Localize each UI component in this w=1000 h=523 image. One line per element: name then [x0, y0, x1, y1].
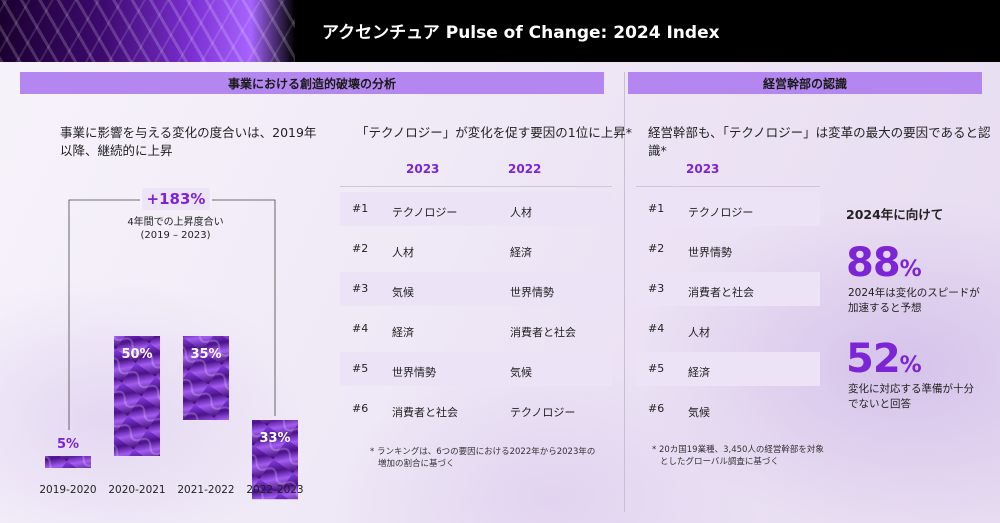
panel3-row: #1 テクノロジー: [636, 192, 820, 226]
rank-2022-item: 消費者と社会: [510, 326, 576, 339]
panel2-footnote: * ランキングは、6つの要因における2022年から2023年の 増加の割合に基づ…: [370, 446, 595, 470]
rank-number: #1: [648, 202, 665, 215]
rank-number: #4: [648, 322, 665, 335]
rank-2022-item: 人材: [510, 206, 532, 219]
panel2-row: #6 消費者と社会 テクノロジー: [340, 392, 612, 426]
section-title-right: 経営幹部の認識: [762, 76, 847, 91]
panel3-row: #3 消費者と社会: [636, 272, 820, 306]
section-title-left: 事業における創造的破壊の分析: [227, 76, 396, 91]
bar-2019-2020: [45, 456, 91, 468]
rank-number: #6: [648, 402, 665, 415]
panel2-col-2022: 2022: [508, 162, 542, 176]
rank-item: 人材: [688, 326, 710, 339]
panel3-subtitle: 経営幹部も、「テクノロジー」は変革の最大の要因であると認識*: [648, 125, 991, 158]
rank-2022-item: 世界情勢: [510, 286, 554, 299]
panel3-row: #5 経済: [636, 352, 820, 386]
panel2-row: #1 テクノロジー 人材: [340, 192, 612, 226]
category-label: 2019-2020: [39, 484, 96, 496]
stat2-unit: %: [899, 353, 922, 378]
bar-value-label: 33%: [259, 431, 290, 446]
stats-heading: 2024年に向けて: [846, 207, 944, 222]
stat2-line1: 変化に対応する準備が十分: [848, 383, 974, 395]
rank-2023-item: 気候: [392, 286, 414, 299]
panel2-footnote-line1: * ランキングは、6つの要因における2022年から2023年の: [370, 447, 596, 457]
rank-number: #4: [352, 322, 369, 335]
rank-2023-item: 世界情勢: [392, 366, 436, 379]
stat1-description: 2024年は変化のスピードが 加速すると予想: [848, 286, 980, 316]
panel3-row: #6 気候: [636, 392, 820, 426]
header-bar: アクセンチュア Pulse of Change: 2024 Index: [0, 0, 1000, 62]
rank-number: #3: [648, 282, 665, 295]
panel3-col-2023: 2023: [686, 162, 720, 176]
panel3-footnote-line1: * 20カ国19業種、3,450人の経営幹部を対象: [652, 445, 824, 455]
stat1-line1: 2024年は変化のスピードが: [848, 287, 980, 299]
stat1-number: 88: [846, 240, 901, 286]
panel2-row: #2 人材 経済: [340, 232, 612, 266]
growth-bracket: [68, 199, 276, 430]
bar-2020-2021: [114, 336, 160, 456]
stat2-value: 52%: [846, 336, 922, 382]
rank-number: #3: [352, 282, 369, 295]
bar-2021-2022: [183, 336, 229, 420]
growth-note-line2: (2019 – 2023): [140, 230, 211, 241]
panel3-header-rule: [636, 186, 820, 187]
bracket-line: [68, 199, 140, 430]
category-label: 2021-2022: [177, 484, 234, 496]
panel2-subtitle: 「テクノロジー」が変化を促す要因の1位に上昇*: [356, 125, 632, 140]
rank-number: #6: [352, 402, 369, 415]
panel3-footnote-line2: としたグローバル調査に基づく: [660, 457, 779, 467]
rank-2023-item: 経済: [392, 326, 414, 339]
rank-number: #5: [352, 362, 369, 375]
rank-2022-item: 気候: [510, 366, 532, 379]
panel3-row: #4 人材: [636, 312, 820, 346]
bar-value-label: 50%: [121, 347, 152, 362]
rank-2023-item: テクノロジー: [392, 206, 458, 219]
section-bar-right: 経営幹部の認識: [628, 72, 982, 94]
panel1-subtitle: 事業に影響を与える変化の度合いは、2019年 以降、継続的に上昇: [60, 124, 316, 160]
rank-number: #2: [648, 242, 665, 255]
rank-item: 世界情勢: [688, 246, 732, 259]
stat1-value: 88%: [846, 240, 922, 286]
rank-item: 経済: [688, 366, 710, 379]
stat1-line2: 加速すると予想: [848, 302, 922, 314]
rank-2022-item: テクノロジー: [510, 406, 576, 419]
stat2-number: 52: [846, 336, 901, 382]
rank-item: テクノロジー: [688, 206, 754, 219]
rank-2022-item: 経済: [510, 246, 532, 259]
growth-badge: +183%: [142, 188, 210, 210]
panel2-row: #4 経済 消費者と社会: [340, 312, 612, 346]
panel2-row: #3 気候 世界情勢: [340, 272, 612, 306]
section-bar-left: 事業における創造的破壊の分析: [20, 72, 604, 94]
panel2-col-2023: 2023: [406, 162, 440, 176]
rank-item: 気候: [688, 406, 710, 419]
category-label: 2022-2023: [246, 484, 303, 496]
panel2-header-rule: [340, 186, 612, 187]
rank-item: 消費者と社会: [688, 286, 754, 299]
panel3-row: #2 世界情勢: [636, 232, 820, 266]
rank-2023-item: 消費者と社会: [392, 406, 458, 419]
bar-value-label: 5%: [57, 437, 79, 452]
header-artwork: [0, 0, 295, 62]
waterfall-chart: 5% 2019-2020 50% 2020-2021 35% 2021-2022 33% 20…: [39, 199, 304, 500]
stat2-description: 変化に対応する準備が十分 でないと回答: [848, 382, 974, 412]
growth-note: 4年間での上昇度合い (2019 – 2023): [108, 216, 243, 242]
rank-number: #5: [648, 362, 665, 375]
section-divider: [624, 72, 625, 512]
panel2-row: #5 世界情勢 気候: [340, 352, 612, 386]
panel2-footnote-line2: 増加の割合に基づく: [378, 459, 455, 469]
panel3-footnote: * 20カ国19業種、3,450人の経営幹部を対象 としたグローバル調査に基づく: [652, 444, 824, 468]
panel1-subtitle-line2: 以降、継続的に上昇: [60, 143, 173, 158]
rank-2023-item: 人材: [392, 246, 414, 259]
growth-note-line1: 4年間での上昇度合い: [127, 217, 224, 228]
bracket-line: [212, 199, 276, 416]
rank-number: #2: [352, 242, 369, 255]
bar-2022-2023: [252, 420, 298, 500]
rank-number: #1: [352, 202, 369, 215]
page-title: アクセンチュア Pulse of Change: 2024 Index: [322, 23, 720, 43]
category-label: 2020-2021: [108, 484, 165, 496]
stat2-line2: でないと回答: [848, 398, 911, 410]
stat1-unit: %: [899, 257, 922, 282]
panel1-subtitle-line1: 事業に影響を与える変化の度合いは、2019年: [60, 125, 317, 140]
bar-value-label: 35%: [190, 347, 221, 362]
